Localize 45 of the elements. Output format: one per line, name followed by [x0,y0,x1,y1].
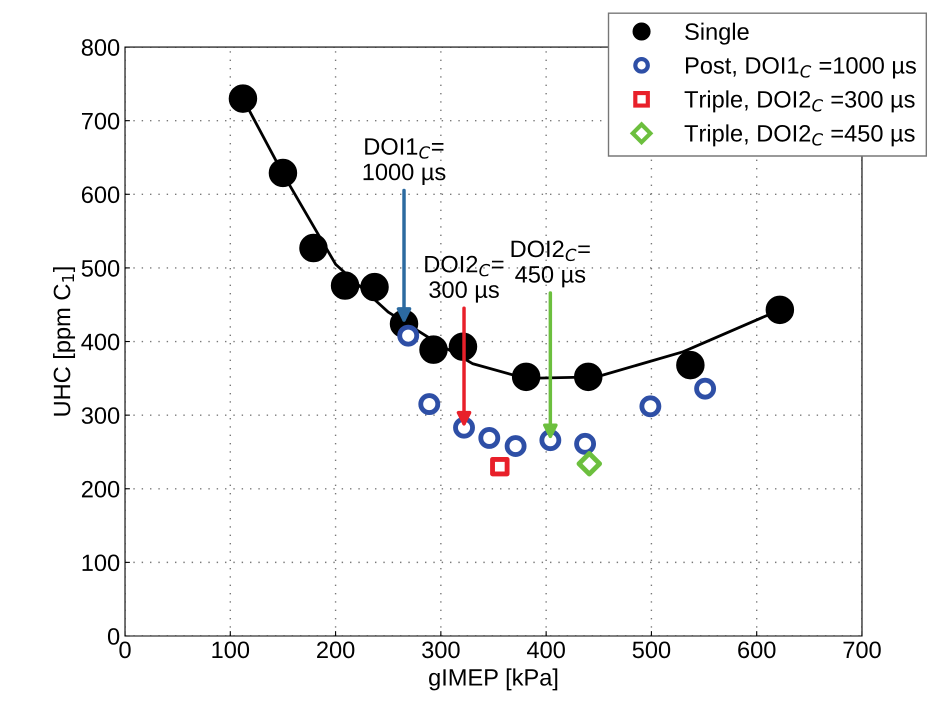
point [228,84,258,113]
point [478,427,500,449]
y-tick-label: 300 [82,407,120,424]
y-tick-label: 700 [82,112,120,130]
point [766,296,794,324]
point [512,362,540,392]
y-tick-label: 400 [81,334,120,350]
point [397,324,420,347]
point [418,393,440,416]
y-tick-label: 0 [108,628,120,645]
legend-label: Triple, DOI2$_{C}$ =300 µs [684,90,915,112]
point [639,395,662,418]
annotation: DOI1$_{C}$= 1000 µs [364,138,446,185]
x-tick-label: 400 [526,641,565,658]
annotation: DOI2$_{C}$= 450 µs [512,240,590,288]
point [268,158,298,188]
x-tick-label: 100 [212,641,250,658]
point [299,234,328,262]
point [490,456,510,476]
legend-label: Post, DOI1$_{C}$ =1000 µs [686,57,916,78]
legend-label: Single [685,22,749,45]
x-tick-label: 0 [119,641,131,658]
point [574,362,602,392]
x-tick-label: 200 [317,641,354,658]
x-tick-label: 700 [843,641,881,658]
legend-label: Triple, DOI2$_{C}$ =450 µs [684,124,915,146]
point [694,378,716,400]
x-tick-label: 600 [738,641,776,658]
x-tick-label: 500 [632,641,670,658]
y-tick-label: 500 [82,260,120,277]
y-axis-title: UHC [ppm C$_{1}$] [53,267,76,416]
point [676,350,705,380]
y-tick-label: 100 [82,554,120,572]
point [419,335,448,364]
y-tick-label: 800 [82,39,120,56]
y-tick-label: 200 [82,480,120,498]
point [574,432,596,455]
point [576,451,602,476]
y-tick-label: 600 [82,186,120,204]
annotation: DOI2$_{C}$= 300 µs [425,256,504,303]
x-axis-title: gIMEP [kPa] [429,668,558,690]
point [360,272,389,302]
point [330,271,360,300]
x-tick-label: 300 [422,641,460,658]
point [504,435,527,457]
